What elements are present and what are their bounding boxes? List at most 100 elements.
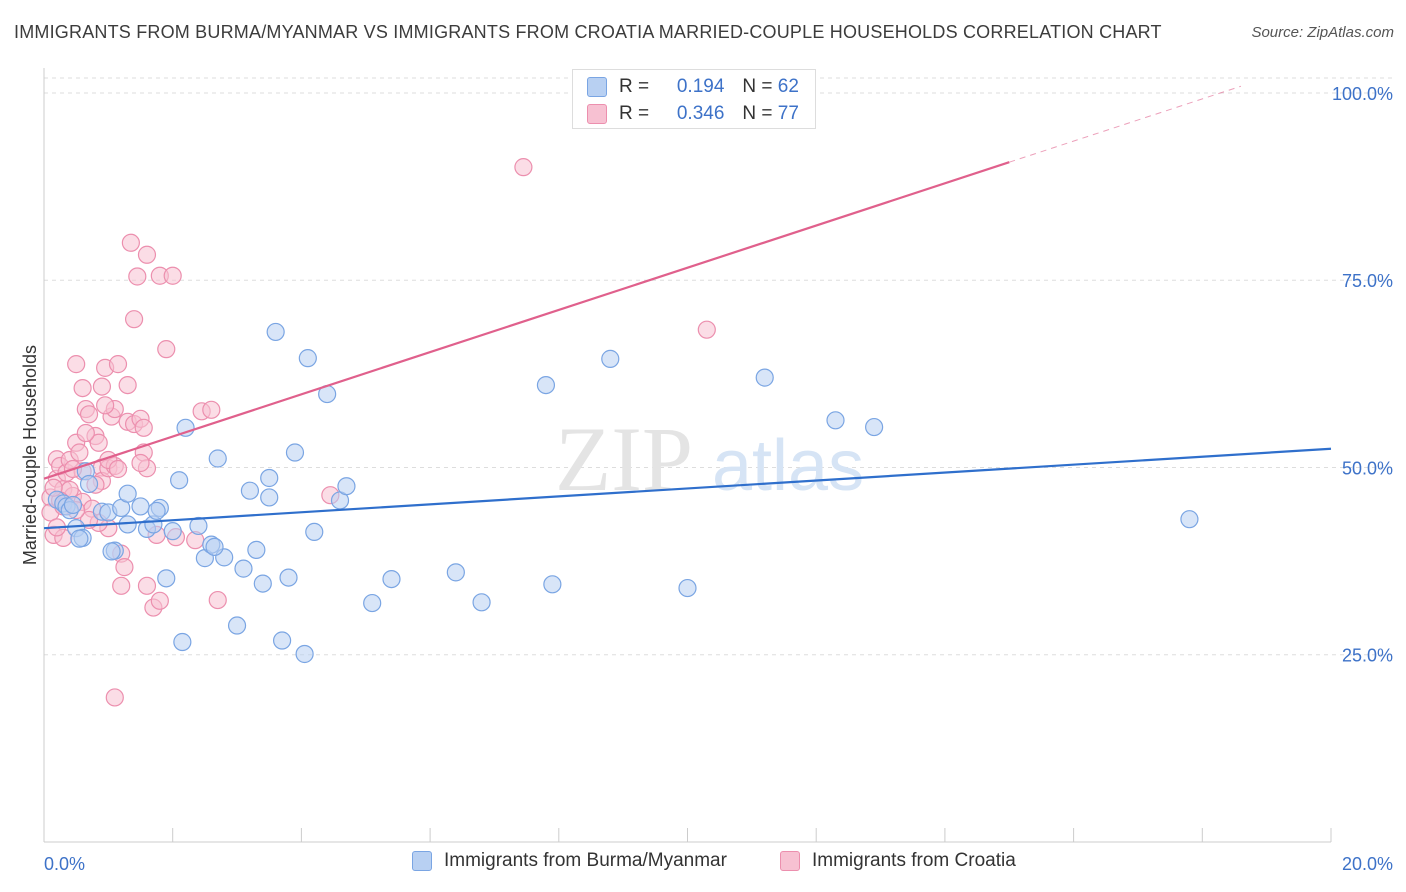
burma-trend-line bbox=[43, 447, 1332, 530]
burma-point bbox=[147, 501, 166, 521]
burma-point bbox=[227, 616, 247, 635]
burma-point bbox=[601, 349, 620, 368]
burma-point bbox=[826, 411, 845, 430]
burma-point bbox=[208, 449, 227, 468]
x-tick-label: 20.0% bbox=[1342, 854, 1393, 874]
croatia-point bbox=[137, 576, 157, 595]
burma-point bbox=[298, 349, 317, 368]
croatia-point bbox=[697, 320, 716, 339]
burma-point bbox=[102, 542, 121, 561]
n-value-burma: 62 bbox=[777, 76, 799, 97]
croatia-point bbox=[76, 423, 95, 443]
n-label: N = bbox=[742, 103, 773, 124]
burma-point bbox=[247, 540, 266, 559]
y-tick-label: 75.0% bbox=[1342, 271, 1393, 291]
axes bbox=[43, 68, 1332, 843]
burma-point bbox=[205, 537, 224, 556]
chart-title: IMMIGRANTS FROM BURMA/MYANMAR VS IMMIGRA… bbox=[14, 22, 1162, 42]
correlation-legend: R = 0.194 N = 62 R = 0.346 N = 77 bbox=[572, 69, 816, 129]
trend-lines bbox=[43, 85, 1332, 530]
burma-point bbox=[173, 632, 192, 652]
burma-point bbox=[472, 593, 491, 612]
croatia-point bbox=[514, 158, 533, 177]
burma-point bbox=[678, 578, 697, 598]
croatia-point bbox=[70, 443, 89, 462]
r-value-burma: 0.194 bbox=[676, 76, 725, 97]
burma-point bbox=[157, 569, 176, 588]
croatia-point bbox=[163, 266, 182, 285]
croatia-point bbox=[108, 459, 128, 479]
croatia-point bbox=[73, 378, 92, 398]
burma-point bbox=[285, 443, 305, 462]
burma-point bbox=[543, 575, 562, 594]
r-label: R = bbox=[619, 76, 650, 97]
x-tick-label: 0.0% bbox=[44, 854, 85, 874]
legend-item-croatia[interactable]: Immigrants from Croatia bbox=[780, 850, 1016, 872]
burma-point bbox=[189, 516, 208, 536]
croatia-point bbox=[108, 355, 128, 374]
legend-label-croatia: Immigrants from Croatia bbox=[812, 850, 1016, 871]
burma-point bbox=[70, 529, 89, 548]
legend-swatch-croatia bbox=[587, 104, 607, 124]
legend-item-burma[interactable]: Immigrants from Burma/Myanmar bbox=[412, 850, 727, 872]
legend-label-burma: Immigrants from Burma/Myanmar bbox=[444, 850, 727, 871]
croatia-point bbox=[134, 418, 153, 437]
burma-point bbox=[240, 481, 260, 500]
burma-point bbox=[163, 522, 182, 541]
croatia-trend-line bbox=[43, 161, 1010, 480]
burma-point bbox=[295, 644, 314, 664]
burma-point bbox=[865, 417, 884, 437]
burma-point bbox=[755, 368, 774, 387]
croatia-point bbox=[150, 591, 169, 610]
legend-row-burma: R = 0.194 N = 62 bbox=[587, 76, 799, 98]
burma-point bbox=[63, 495, 83, 515]
r-label: R = bbox=[619, 103, 650, 124]
croatia-point bbox=[128, 267, 147, 286]
burma-point bbox=[536, 375, 556, 395]
burma-point bbox=[446, 563, 465, 582]
watermark-atlas: atlas bbox=[712, 426, 864, 506]
burma-point bbox=[260, 488, 279, 507]
burma-point bbox=[170, 471, 189, 490]
croatia-point bbox=[115, 558, 134, 577]
croatia-point bbox=[202, 400, 221, 419]
croatia-point bbox=[79, 405, 99, 424]
burma-point bbox=[279, 568, 298, 587]
source-note: Source: ZipAtlas.com bbox=[1251, 24, 1394, 41]
croatia-point bbox=[105, 688, 124, 707]
croatia-point bbox=[112, 576, 131, 595]
r-value-croatia: 0.346 bbox=[676, 103, 725, 124]
n-value-croatia: 77 bbox=[777, 103, 799, 124]
croatia-point bbox=[157, 340, 176, 359]
burma-point bbox=[272, 631, 292, 650]
burma-point bbox=[363, 593, 382, 613]
burma-point bbox=[260, 468, 279, 488]
croatia-point bbox=[137, 245, 157, 264]
series-legend: Immigrants from Burma/Myanmar Immigrants… bbox=[0, 850, 1406, 878]
croatia-trend-line-extension bbox=[1009, 85, 1242, 163]
legend-swatch-burma bbox=[412, 851, 432, 871]
croatia-point bbox=[131, 453, 150, 473]
legend-row-croatia: R = 0.346 N = 77 bbox=[587, 103, 799, 125]
y-tick-label: 25.0% bbox=[1342, 646, 1393, 666]
croatia-point bbox=[121, 233, 140, 252]
burma-point bbox=[337, 477, 356, 496]
y-tick-label: 50.0% bbox=[1342, 458, 1393, 478]
burma-point bbox=[79, 474, 99, 494]
y-axis-label: Married-couple Households bbox=[20, 345, 40, 565]
legend-swatch-croatia bbox=[780, 851, 800, 871]
croatia-point bbox=[118, 375, 137, 395]
burma-point bbox=[305, 522, 324, 542]
burma-points bbox=[47, 322, 1199, 664]
n-label: N = bbox=[742, 76, 773, 97]
burma-point bbox=[1180, 510, 1199, 529]
burma-point bbox=[253, 574, 272, 593]
burma-point bbox=[382, 569, 401, 589]
croatia-point bbox=[96, 396, 115, 415]
burma-point bbox=[234, 559, 253, 578]
burma-point bbox=[266, 322, 285, 342]
burma-point bbox=[118, 484, 137, 503]
tick-labels: 25.0% 50.0% 75.0% 100.0% 0.0% 20.0% bbox=[44, 84, 1393, 874]
legend-swatch-burma bbox=[587, 77, 607, 97]
